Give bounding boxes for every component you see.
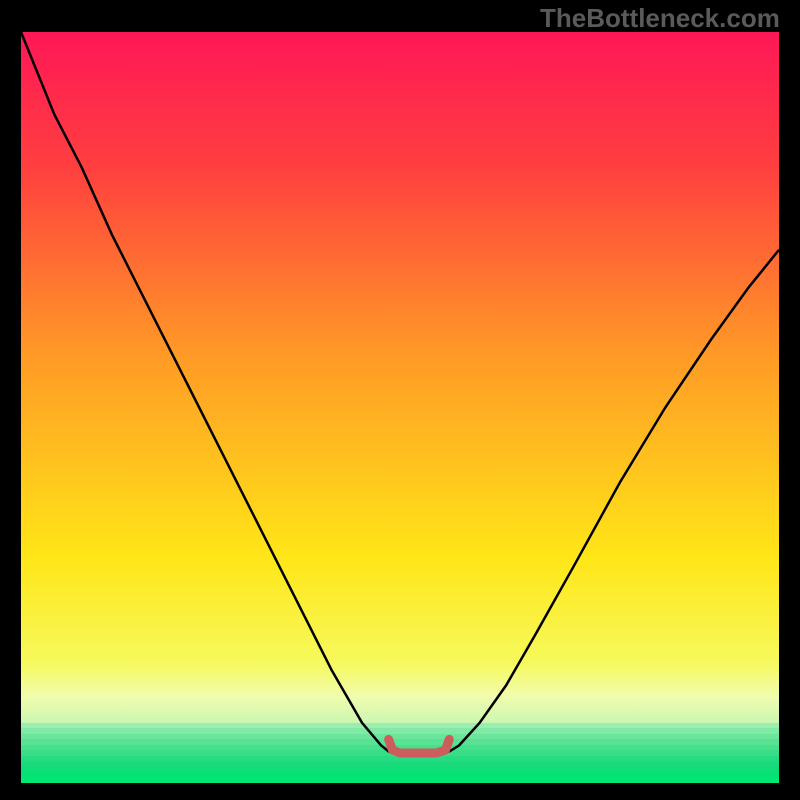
optimal-highlight: [389, 739, 450, 753]
watermark-text: TheBottleneck.com: [540, 3, 780, 34]
bottleneck-curve: [21, 32, 779, 753]
curve-layer: [0, 0, 800, 800]
chart-canvas: { "watermark": { "text": "TheBottleneck.…: [0, 0, 800, 800]
